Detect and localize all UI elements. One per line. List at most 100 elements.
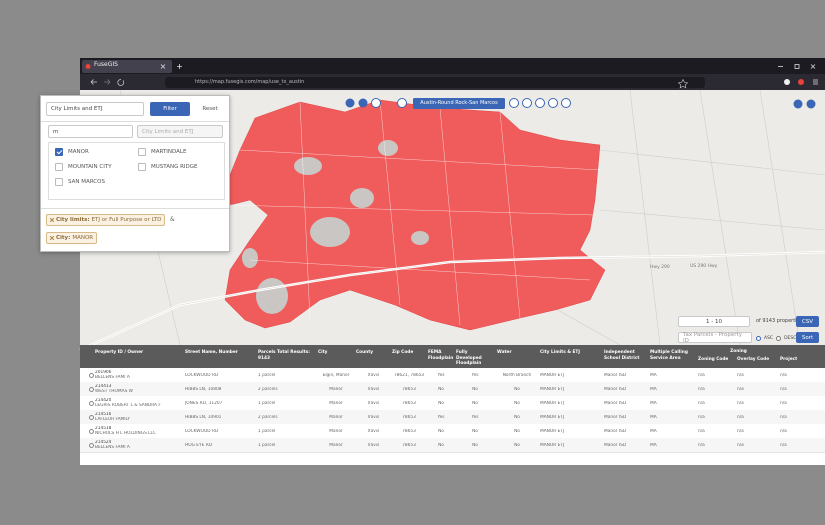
tag-remove-icon[interactable] xyxy=(50,218,54,222)
column-header: Fully Developed Floodplain xyxy=(456,350,482,366)
table-cell: No xyxy=(472,442,478,448)
checkbox[interactable] xyxy=(55,178,63,186)
option-label: MUSTANG RIDGE xyxy=(151,164,198,170)
expand-icon[interactable] xyxy=(89,414,94,420)
table-cell: MA xyxy=(650,414,657,420)
table-cell: No xyxy=(438,442,444,448)
table-cell: n/a xyxy=(780,372,787,378)
expand-icon[interactable] xyxy=(89,428,94,434)
maximize[interactable] xyxy=(794,64,800,69)
table-cell: Yes xyxy=(471,414,479,420)
results-table: Property ID / Owner Street Name, Number Pa… xyxy=(80,345,825,465)
tool-button[interactable] xyxy=(793,99,803,109)
new-tab[interactable] xyxy=(177,64,182,69)
tab[interactable] xyxy=(82,60,172,73)
table-cell: Yes xyxy=(437,372,445,378)
checkbox[interactable] xyxy=(138,163,146,171)
ext-icon[interactable] xyxy=(798,79,804,85)
table-cell: Manor ISD xyxy=(604,442,627,448)
table-cell: MANOR ETJ xyxy=(540,400,565,406)
table-cell: HIBBS LN, 10901 xyxy=(185,414,222,420)
table-cell: n/a xyxy=(737,386,744,392)
table-cell: 78653 xyxy=(402,442,416,448)
radio[interactable] xyxy=(776,335,782,341)
tool-button[interactable] xyxy=(509,98,519,108)
tool-button[interactable] xyxy=(397,98,407,108)
radio-label: ASC xyxy=(764,335,774,341)
csv-button[interactable]: CSV xyxy=(796,316,819,327)
reload[interactable] xyxy=(117,79,125,86)
table-cell: LOCKWOOD RD xyxy=(185,372,219,378)
expand-icon[interactable] xyxy=(89,386,94,392)
column-header: Zoning Code xyxy=(698,357,729,362)
table-cell: 2 parcels xyxy=(258,386,278,392)
tab-bar xyxy=(80,58,825,74)
column-header: Zip Code xyxy=(392,350,414,355)
tab-close[interactable] xyxy=(160,64,166,69)
highway-edge xyxy=(79,251,825,351)
search-input[interactable]: m xyxy=(48,125,133,138)
table-cell: n/a xyxy=(698,428,705,434)
column-group-header: Zoning xyxy=(730,349,747,354)
table-cell: Yes xyxy=(437,414,445,420)
property-id: 214420 xyxy=(95,398,112,403)
url-field[interactable] xyxy=(165,77,705,88)
layer-field[interactable]: City Limits and ETJ xyxy=(137,125,223,138)
table-cell: No xyxy=(438,428,444,434)
table-cell: 1 parcel xyxy=(258,400,276,406)
radio[interactable] xyxy=(756,335,761,341)
table-cell: MA xyxy=(650,428,657,434)
tool-button[interactable] xyxy=(561,98,571,108)
table-cell: JONES RD, 11207 xyxy=(185,400,223,406)
checkbox[interactable] xyxy=(55,148,63,156)
tag-remove-icon[interactable] xyxy=(50,236,54,240)
property-id: 214524 xyxy=(95,440,112,445)
close-window[interactable] xyxy=(810,64,816,69)
property-id: 214518 xyxy=(95,426,112,431)
table-cell: MA xyxy=(650,372,657,378)
tool-button[interactable] xyxy=(522,98,532,108)
table-cell: Elgin, Manor xyxy=(322,372,350,378)
tool-button[interactable] xyxy=(371,98,381,108)
checkbox[interactable] xyxy=(138,148,146,156)
region-button[interactable]: Austin-Round Rock-San Marcos xyxy=(420,100,498,106)
search-box[interactable]: Tax Parcels - Property ID xyxy=(678,332,752,344)
city-limits-region[interactable] xyxy=(224,99,606,331)
table-row[interactable] xyxy=(80,438,825,453)
table-cell: n/a xyxy=(780,400,787,406)
expand-icon[interactable] xyxy=(89,442,94,448)
filter-tag[interactable]: City: MANOR xyxy=(46,232,98,244)
table-cell: LOCKWOOD RD xyxy=(185,428,219,434)
table-cell: 78653 xyxy=(402,400,416,406)
tool-button[interactable] xyxy=(806,99,816,109)
forward[interactable] xyxy=(104,79,111,85)
table-cell: Manor xyxy=(329,386,343,392)
url[interactable]: https://map.fusegis.com/map/use_tx_austi… xyxy=(195,79,305,85)
tag-conjunction: & xyxy=(170,216,175,223)
tab-title: FuseGIS xyxy=(94,61,118,68)
page-range[interactable]: 1 - 10 xyxy=(678,316,750,327)
ext-icon[interactable] xyxy=(784,79,790,85)
tool-button[interactable] xyxy=(345,98,355,108)
sort-button[interactable]: Sort xyxy=(796,332,819,343)
table-cell: 2 parcels xyxy=(258,414,278,420)
bookmark[interactable] xyxy=(677,78,689,89)
menu[interactable] xyxy=(813,79,818,85)
table-cell: Manor xyxy=(329,414,343,420)
table-cell: 1 parcel xyxy=(258,442,276,448)
reset-button[interactable]: Reset xyxy=(202,106,218,112)
back[interactable] xyxy=(90,79,97,85)
filter-tag[interactable]: City limits: ETJ or Full Purpose or LTD xyxy=(46,214,166,226)
table-cell: No xyxy=(438,386,444,392)
table-cell: MANOR ETJ xyxy=(540,428,565,434)
filter-button[interactable]: Filter xyxy=(150,102,190,116)
layer-select[interactable]: City Limits and ETJ xyxy=(46,102,144,116)
checkbox[interactable] xyxy=(55,163,63,171)
expand-icon[interactable] xyxy=(89,400,94,406)
tool-button[interactable] xyxy=(548,98,558,108)
tool-button[interactable] xyxy=(535,98,545,108)
table-cell: 1 parcel xyxy=(258,428,276,434)
region-button-bg[interactable] xyxy=(413,98,505,109)
tool-button[interactable] xyxy=(358,98,368,108)
expand-icon[interactable] xyxy=(89,372,94,378)
